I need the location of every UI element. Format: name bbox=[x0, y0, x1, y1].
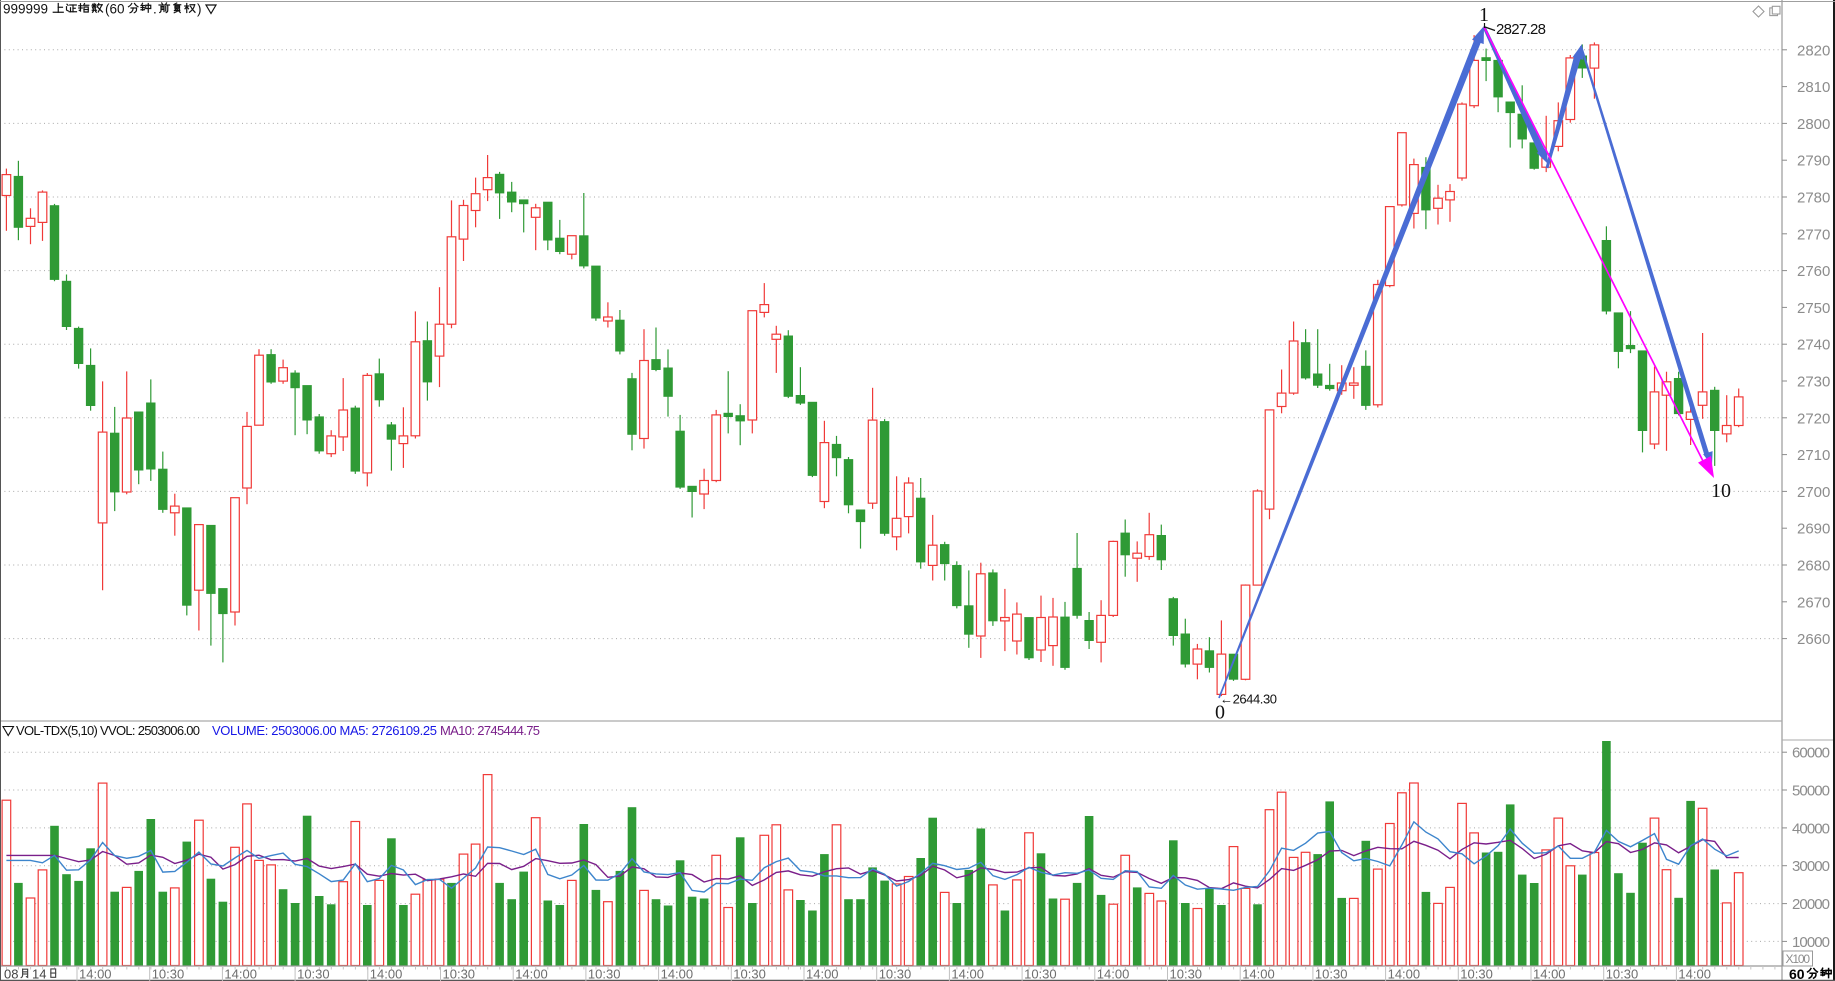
svg-text:2770: 2770 bbox=[1797, 226, 1830, 243]
svg-text:14:00: 14:00 bbox=[806, 967, 839, 981]
svg-text:14:00: 14:00 bbox=[1242, 967, 1275, 981]
svg-text:14:00: 14:00 bbox=[1097, 967, 1130, 981]
svg-text:60000: 60000 bbox=[1792, 745, 1830, 762]
svg-text:20000: 20000 bbox=[1792, 896, 1830, 913]
svg-text:10000: 10000 bbox=[1792, 934, 1830, 951]
svg-text:1: 1 bbox=[1479, 4, 1489, 26]
svg-text:2750: 2750 bbox=[1797, 300, 1830, 317]
svg-text:40000: 40000 bbox=[1792, 820, 1830, 837]
svg-text:08: 08 bbox=[4, 967, 18, 981]
svg-text:0: 0 bbox=[1215, 702, 1225, 724]
svg-text:10:30: 10:30 bbox=[443, 967, 476, 981]
svg-text:10:30: 10:30 bbox=[1170, 967, 1203, 981]
svg-text:2800: 2800 bbox=[1797, 116, 1830, 133]
svg-text:.: . bbox=[153, 2, 157, 17]
svg-text:14:00: 14:00 bbox=[661, 967, 694, 981]
svg-text:14: 14 bbox=[32, 967, 46, 981]
svg-text:14:00: 14:00 bbox=[1678, 967, 1711, 981]
svg-text:14:00: 14:00 bbox=[515, 967, 548, 981]
svg-text:X100: X100 bbox=[1786, 952, 1811, 966]
svg-text:2740: 2740 bbox=[1797, 337, 1830, 354]
svg-text:): ) bbox=[197, 2, 202, 17]
svg-text:2790: 2790 bbox=[1797, 153, 1830, 170]
svg-text:10: 10 bbox=[1711, 480, 1731, 502]
svg-text:2720: 2720 bbox=[1797, 410, 1830, 427]
svg-text:2690: 2690 bbox=[1797, 521, 1830, 538]
svg-text:14:00: 14:00 bbox=[1533, 967, 1566, 981]
svg-text:60: 60 bbox=[1789, 966, 1805, 981]
svg-text:10:30: 10:30 bbox=[1606, 967, 1639, 981]
svg-text:←2644.30: ←2644.30 bbox=[1220, 692, 1277, 707]
svg-text:2700: 2700 bbox=[1797, 484, 1830, 501]
svg-text:30000: 30000 bbox=[1792, 858, 1830, 875]
svg-text:10:30: 10:30 bbox=[297, 967, 330, 981]
svg-text:10:30: 10:30 bbox=[588, 967, 621, 981]
svg-text:MA10: 2745444.75: MA10: 2745444.75 bbox=[440, 723, 540, 738]
svg-text:14:00: 14:00 bbox=[951, 967, 984, 981]
svg-text:10:30: 10:30 bbox=[879, 967, 912, 981]
svg-text:14:00: 14:00 bbox=[1388, 967, 1421, 981]
svg-text:2660: 2660 bbox=[1797, 631, 1830, 648]
svg-text:2710: 2710 bbox=[1797, 447, 1830, 464]
svg-text:2680: 2680 bbox=[1797, 558, 1830, 575]
svg-text:VOL-TDX(5,10) VVOL: 2503006.00: VOL-TDX(5,10) VVOL: 2503006.00 bbox=[16, 723, 200, 738]
svg-text:VOLUME: 2503006.00 MA5: 27261: VOLUME: 2503006.00 MA5: 2726109.25 bbox=[212, 723, 437, 738]
svg-text:10:30: 10:30 bbox=[1315, 967, 1348, 981]
svg-text:2810: 2810 bbox=[1797, 79, 1830, 96]
svg-text:14:00: 14:00 bbox=[79, 967, 112, 981]
svg-text:2730: 2730 bbox=[1797, 374, 1830, 391]
svg-text:14:00: 14:00 bbox=[370, 967, 403, 981]
svg-text:10:30: 10:30 bbox=[152, 967, 185, 981]
svg-text:14:00: 14:00 bbox=[224, 967, 257, 981]
svg-text:2827.28: 2827.28 bbox=[1496, 21, 1546, 38]
svg-text:2780: 2780 bbox=[1797, 190, 1830, 207]
svg-text:10:30: 10:30 bbox=[733, 967, 766, 981]
svg-text:(60: (60 bbox=[105, 2, 125, 17]
svg-text:2820: 2820 bbox=[1797, 42, 1830, 59]
svg-text:10:30: 10:30 bbox=[1024, 967, 1057, 981]
svg-text:10:30: 10:30 bbox=[1460, 967, 1493, 981]
svg-text:2760: 2760 bbox=[1797, 263, 1830, 280]
svg-text:50000: 50000 bbox=[1792, 783, 1830, 800]
svg-text:999999: 999999 bbox=[3, 2, 48, 17]
svg-text:2670: 2670 bbox=[1797, 594, 1830, 611]
